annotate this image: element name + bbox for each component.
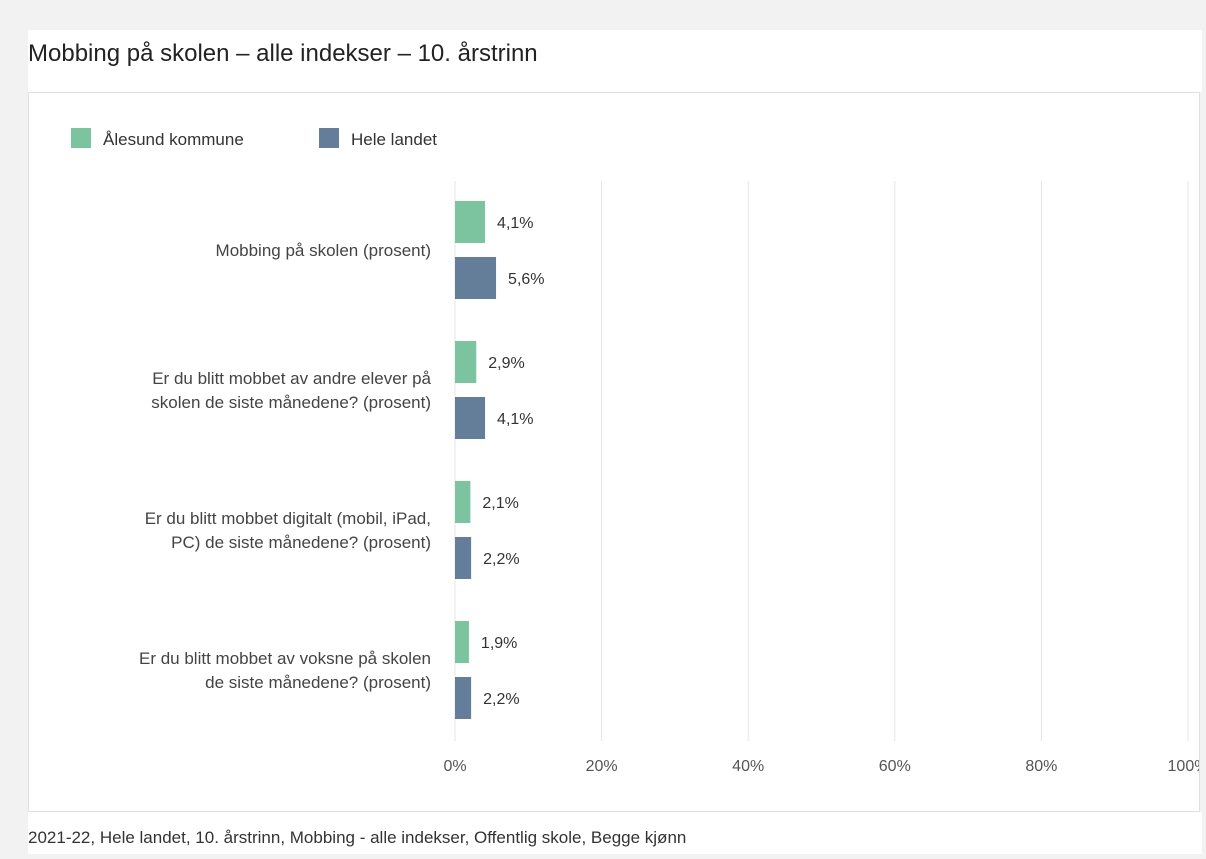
bar <box>455 341 477 383</box>
legend-label: Ålesund kommune <box>103 130 244 149</box>
chart-svg: 0% 20% 40% 60% 80% 100% Ålesund kommune Hele la… <box>71 128 1206 775</box>
chart-panel: 0% 20% 40% 60% 80% 100% Ålesund kommune Hele la… <box>28 92 1206 812</box>
category-label: skolen de siste månedene? (prosent) <box>151 393 431 412</box>
chart-card: Mobbing på skolen – alle indekser – 10. … <box>12 12 1206 854</box>
legend-swatch <box>71 128 91 148</box>
chart-title: Mobbing på skolen – alle indekser – 10. … <box>28 40 538 67</box>
category-label: Er du blitt mobbet digitalt (mobil, iPad… <box>145 509 431 528</box>
bar <box>455 621 469 663</box>
bar <box>455 201 486 243</box>
x-tick-label: 20% <box>586 758 618 775</box>
x-tick-label: 100% <box>1168 758 1199 775</box>
legend-swatch <box>319 128 339 148</box>
category-label: PC) de siste månedene? (prosent) <box>171 533 431 552</box>
category-label: Er du blitt mobbet av voksne på skolen <box>139 649 431 668</box>
category-label: de siste månedene? (prosent) <box>205 673 431 692</box>
data-label: 1,9% <box>481 635 517 652</box>
category-label: Er du blitt mobbet av andre elever på <box>152 369 431 388</box>
bar <box>455 677 472 719</box>
data-label: 2,1% <box>482 495 518 512</box>
x-tick-label: 0% <box>443 758 466 775</box>
data-label: 4,1% <box>497 215 533 232</box>
x-tick-label: 80% <box>1025 758 1057 775</box>
title-bar: Mobbing på skolen – alle indekser – 10. … <box>28 30 1202 92</box>
bar <box>455 397 486 439</box>
data-label: 2,2% <box>483 551 519 568</box>
data-label: 4,1% <box>497 411 533 428</box>
x-tick-label: 40% <box>732 758 764 775</box>
bar <box>455 481 471 523</box>
category-label: Mobbing på skolen (prosent) <box>216 241 431 260</box>
bar <box>455 537 472 579</box>
data-label: 5,6% <box>508 271 544 288</box>
data-label: 2,9% <box>488 355 524 372</box>
bar <box>455 257 497 299</box>
data-label: 2,2% <box>483 691 519 708</box>
x-tick-label: 60% <box>879 758 911 775</box>
chart-footer: 2021-22, Hele landet, 10. årstrinn, Mobb… <box>28 812 1202 854</box>
footer-text: 2021-22, Hele landet, 10. årstrinn, Mobb… <box>28 828 687 847</box>
legend-label: Hele landet <box>351 130 437 149</box>
